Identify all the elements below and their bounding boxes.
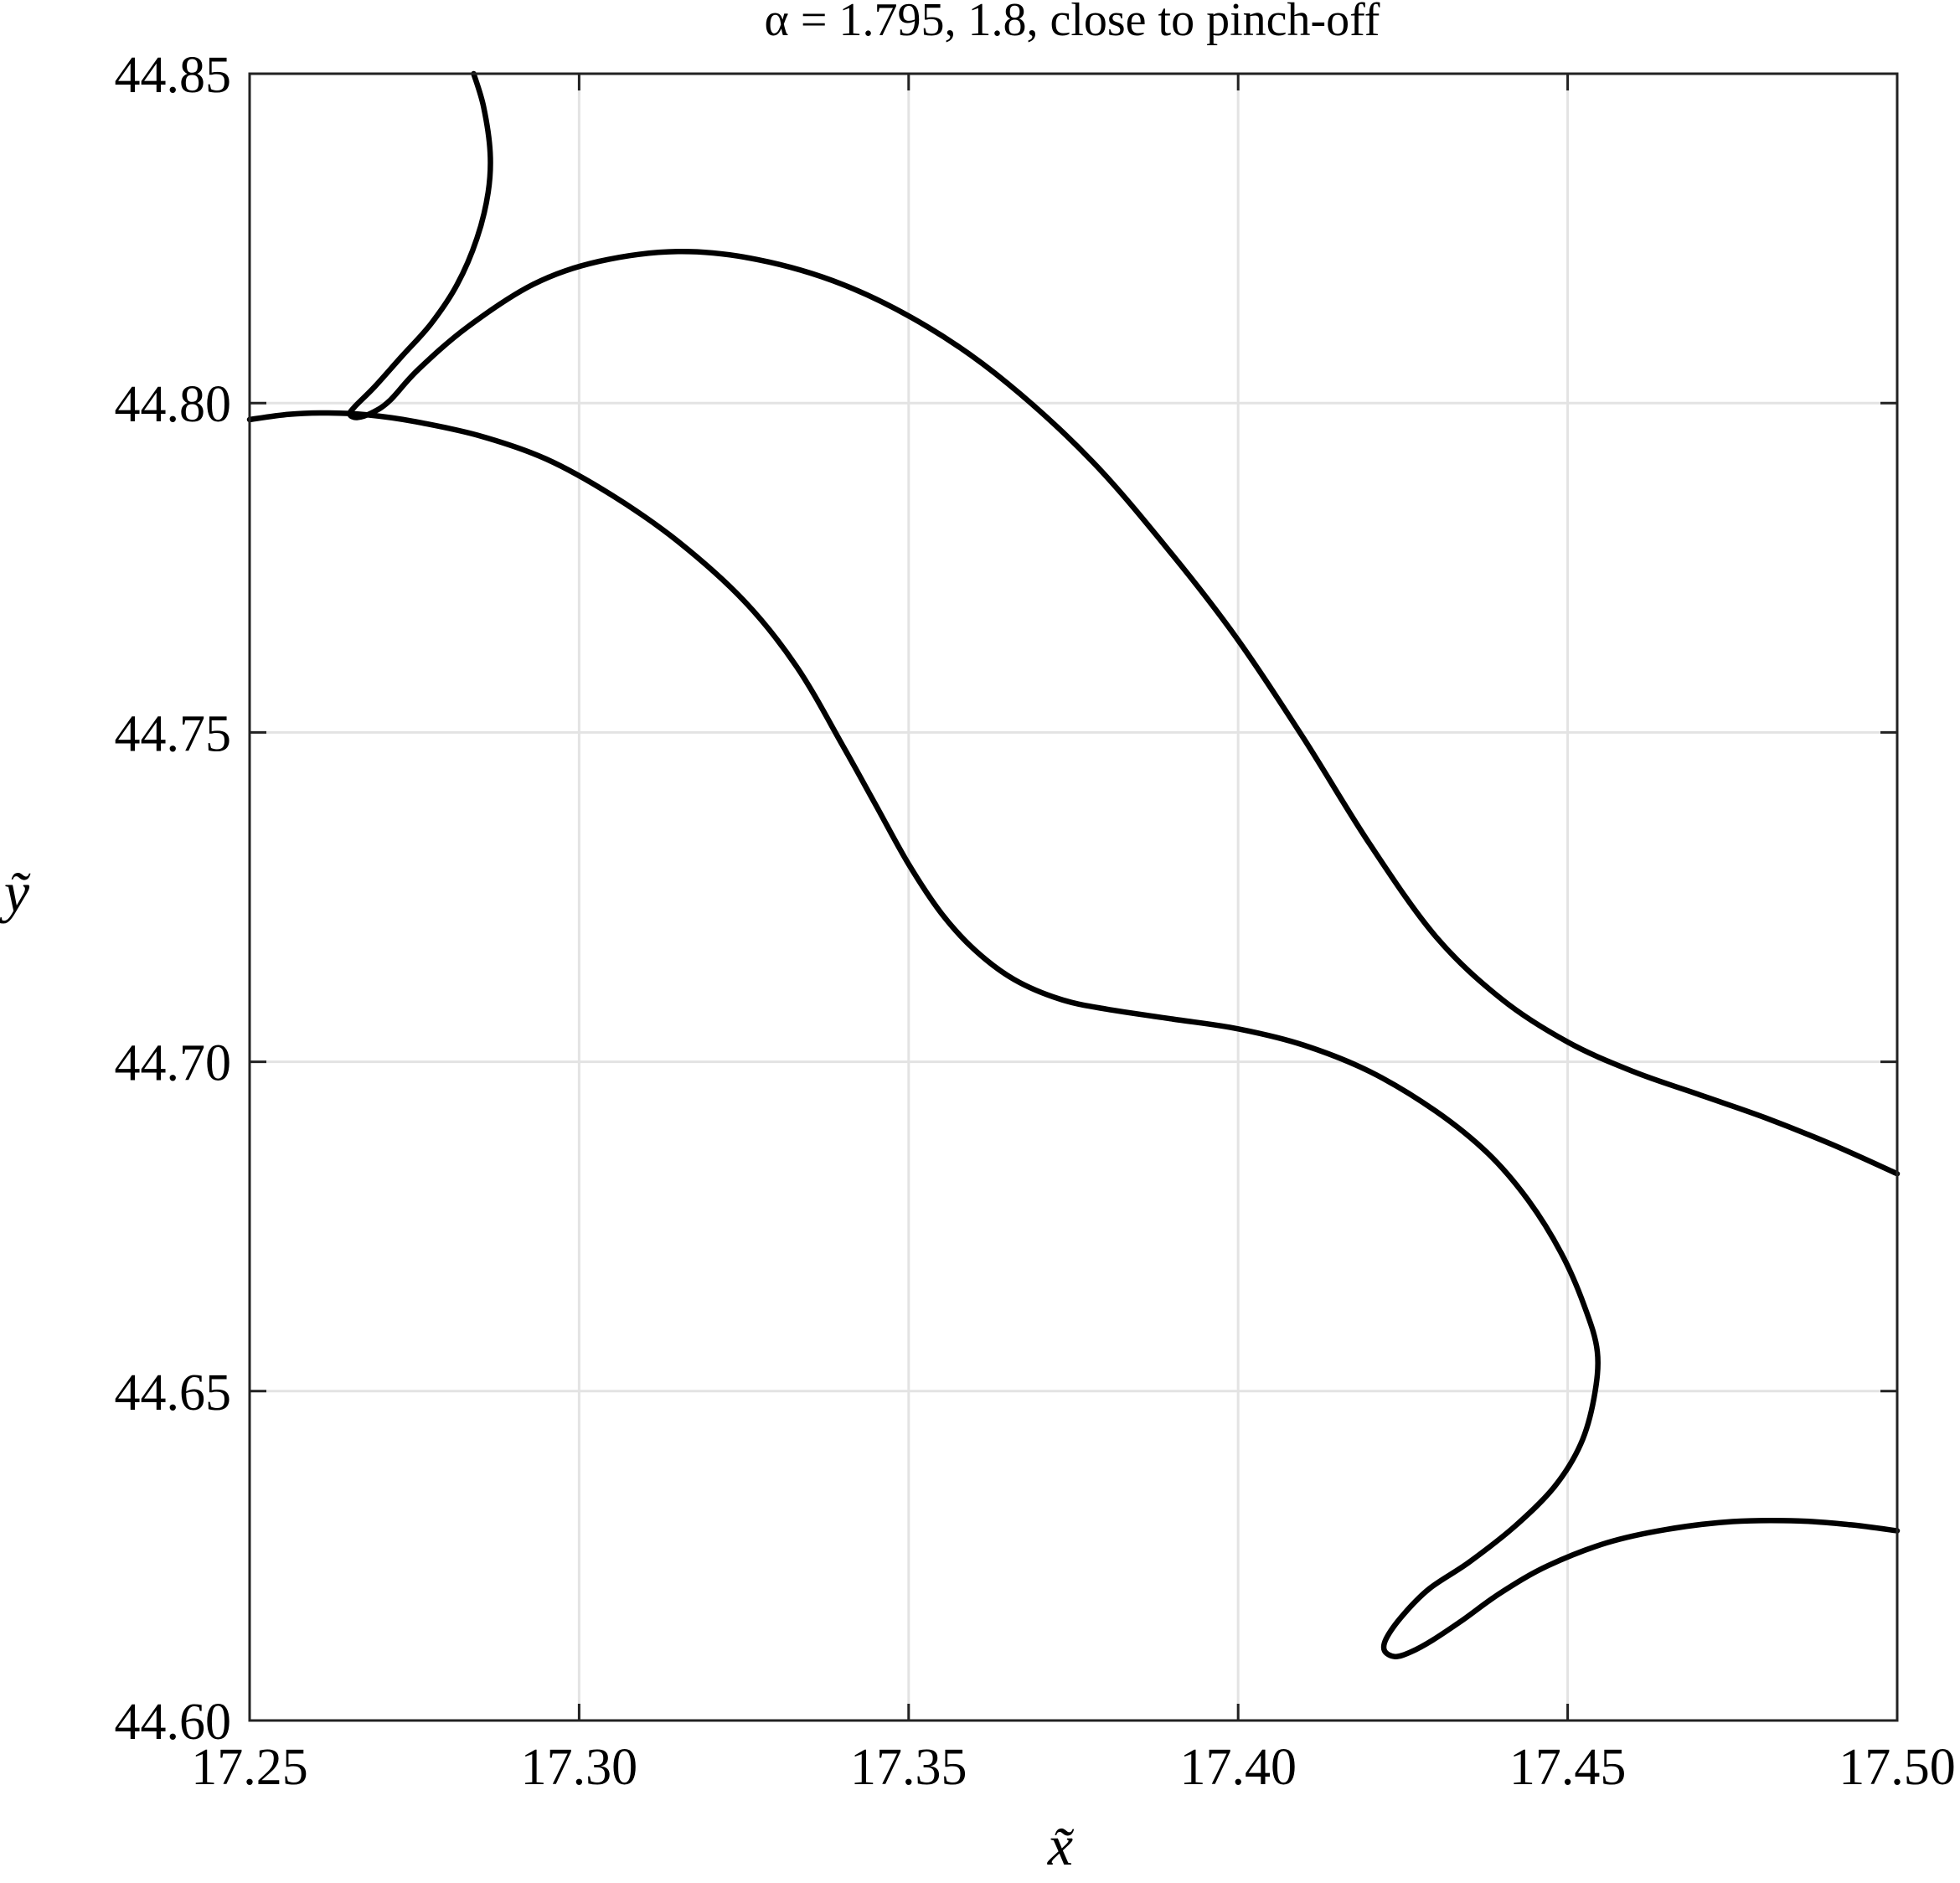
axis-ticks	[248, 72, 1899, 1722]
chart-title: α = 1.795, 1.8, close to pinch-off	[765, 0, 1380, 46]
y-axis-label: ỹ	[0, 860, 31, 924]
x-tick-label: 17.45	[1509, 1739, 1627, 1796]
x-tick-label: 17.50	[1839, 1739, 1956, 1796]
y-tick-label: 44.80	[115, 376, 232, 433]
x-tick-label: 17.25	[191, 1739, 308, 1796]
plot-frame	[248, 72, 1899, 1722]
y-tick-label: 44.75	[115, 705, 232, 762]
y-tick-label: 44.70	[115, 1035, 232, 1092]
x-tick-label: 17.30	[521, 1739, 638, 1796]
plot-curves	[246, 70, 1901, 1659]
grid	[248, 72, 1899, 1722]
y-tick-label: 44.65	[115, 1365, 232, 1421]
series-curve-1	[347, 70, 1901, 1177]
series-curve-2	[246, 410, 1901, 1659]
x-tick-label: 17.40	[1179, 1739, 1297, 1796]
y-tick-label: 44.85	[115, 47, 232, 104]
y-tick-label: 44.60	[115, 1694, 232, 1751]
tick-labels: 17.25 17.30 17.35 17.40 17.45 17.50 44.60 44.65…	[115, 47, 1956, 1796]
x-tick-label: 17.35	[850, 1739, 967, 1796]
x-axis-label: x̃	[1047, 1813, 1075, 1877]
